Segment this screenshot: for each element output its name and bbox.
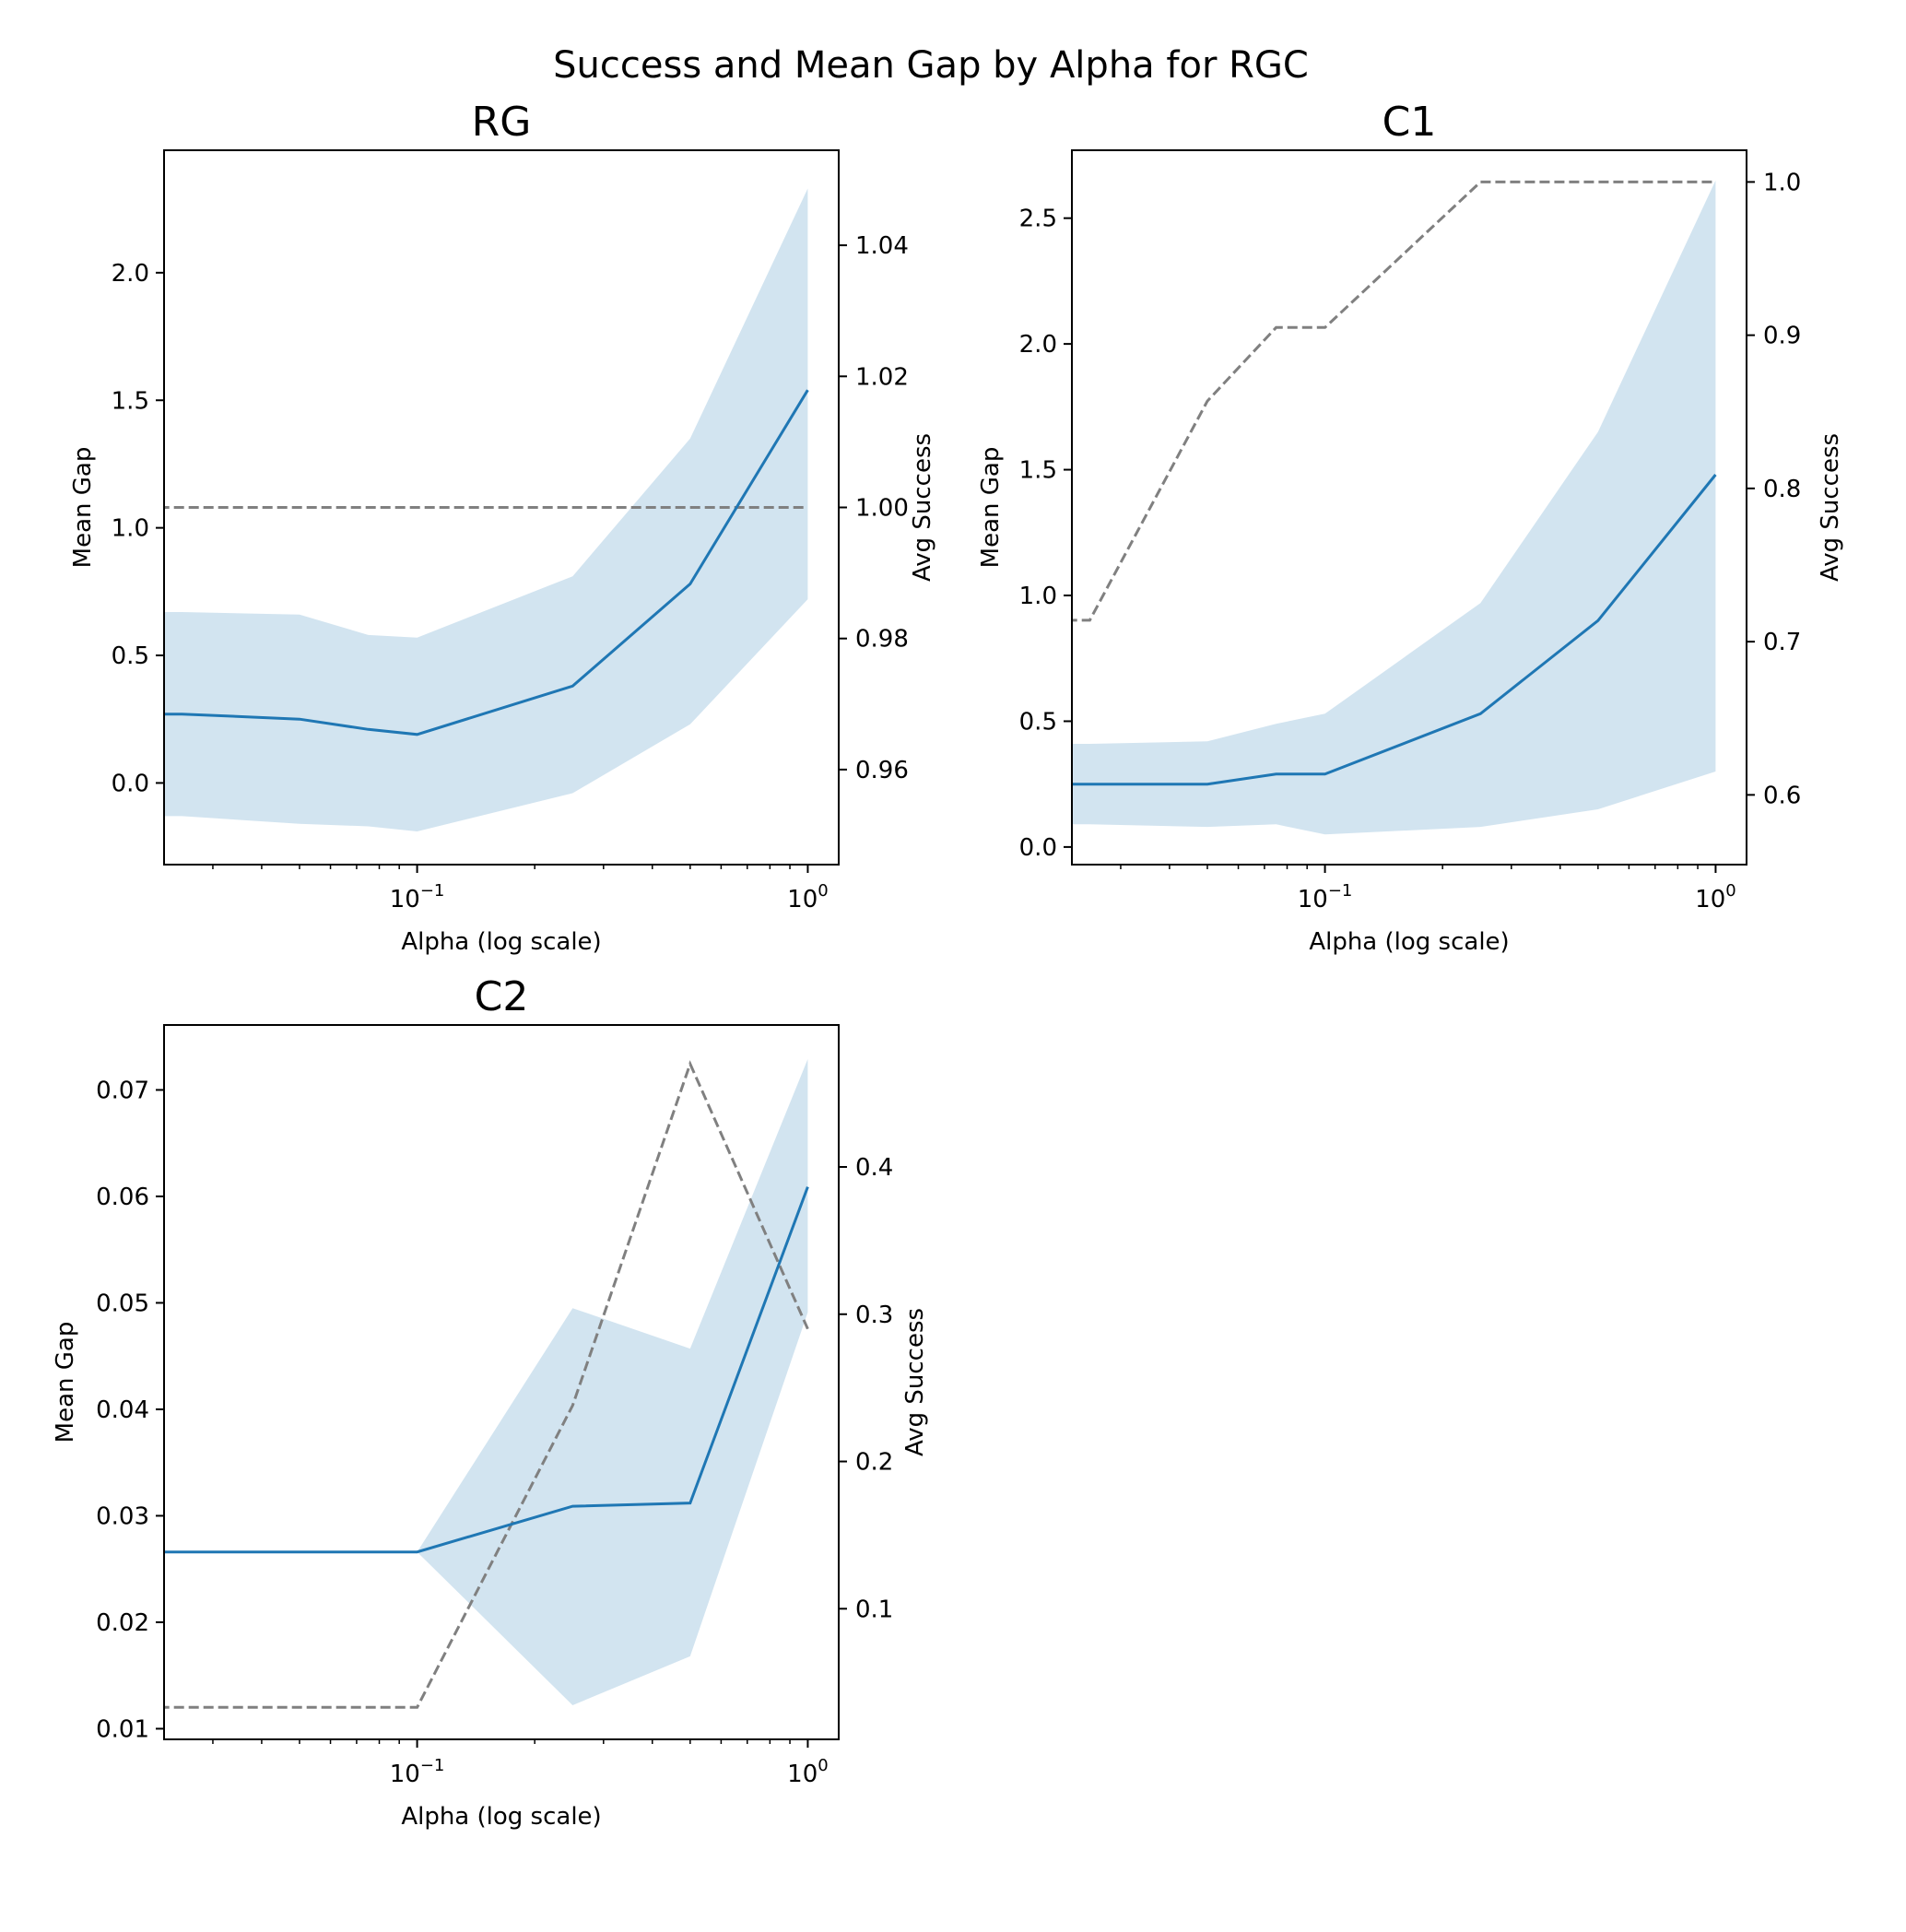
y-axis-label: Mean Gap xyxy=(52,1322,79,1443)
y-tick-label: 0.05 xyxy=(96,1290,149,1317)
x-tick-label: 100 xyxy=(787,1756,829,1788)
x-tick-label: 100 xyxy=(787,881,829,913)
axes-frame xyxy=(163,1024,840,1740)
y-right-tick-label: 0.7 xyxy=(1763,629,1801,656)
y-right-tick-label: 1.02 xyxy=(855,363,909,391)
y-tick-label: 0.0 xyxy=(1019,834,1057,862)
y-tick-label: 1.5 xyxy=(1019,457,1057,485)
y-right-axis-label: Avg Success xyxy=(909,433,936,582)
std-band xyxy=(164,1059,808,1705)
y-tick-label: 1.0 xyxy=(112,515,149,543)
x-tick-label: 10−1 xyxy=(390,881,445,913)
y-right-tick-label: 0.2 xyxy=(855,1449,893,1477)
y-tick-label: 0.5 xyxy=(112,642,149,670)
figure-title: Success and Mean Gap by Alpha for RGC xyxy=(553,44,1309,87)
y-right-axis-label: Avg Success xyxy=(901,1308,929,1456)
y-tick-label: 0.02 xyxy=(96,1609,149,1637)
x-tick-label: 100 xyxy=(1695,881,1736,913)
y-right-tick-label: 0.9 xyxy=(1763,323,1801,350)
x-axis-label: Alpha (log scale) xyxy=(1309,928,1509,956)
y-tick-label: 0.5 xyxy=(1019,708,1057,736)
x-axis-label: Alpha (log scale) xyxy=(401,928,601,956)
y-tick-label: 0.04 xyxy=(96,1396,149,1424)
x-tick-label: 10−1 xyxy=(1298,881,1353,913)
y-tick-label: 0.03 xyxy=(96,1502,149,1530)
y-tick-label: 0.07 xyxy=(96,1077,149,1104)
y-axis-label: Mean Gap xyxy=(69,447,97,569)
y-right-tick-label: 1.04 xyxy=(855,232,909,260)
mean-gap-line xyxy=(1072,474,1717,786)
y-right-tick-label: 1.00 xyxy=(855,495,909,523)
y-tick-label: 1.0 xyxy=(1019,583,1057,610)
panel-title: C1 xyxy=(1382,99,1437,146)
y-right-axis-label: Avg Success xyxy=(1817,433,1844,582)
y-tick-label: 0.01 xyxy=(96,1715,149,1743)
avg-success-line xyxy=(1072,180,1716,622)
y-tick-label: 0.06 xyxy=(96,1184,149,1211)
y-tick-label: 2.0 xyxy=(1019,331,1057,359)
std-band xyxy=(164,188,808,831)
y-right-tick-label: 0.96 xyxy=(855,757,909,784)
y-tick-label: 2.0 xyxy=(112,260,149,288)
y-axis-label: Mean Gap xyxy=(977,447,1005,569)
y-right-tick-label: 0.8 xyxy=(1763,476,1801,503)
y-tick-label: 1.5 xyxy=(112,387,149,415)
mean-gap-line xyxy=(164,389,809,736)
panel-title: C2 xyxy=(475,973,529,1020)
y-right-tick-label: 0.3 xyxy=(855,1302,893,1329)
panel-title: RG xyxy=(472,99,532,146)
panel-c1: C1 0.0 0.5 1.0 1.5 2.0 2.5 0.6 0.7 0.8 0.9 1.0 10−1 1… xyxy=(977,99,1844,956)
y-tick-label: 0.0 xyxy=(112,770,149,797)
y-right-tick-label: 0.4 xyxy=(855,1154,893,1182)
y-right-tick-label: 0.1 xyxy=(855,1596,893,1623)
plot-area xyxy=(164,188,809,831)
mean-gap-line xyxy=(164,1186,809,1554)
y-right-tick-label: 0.98 xyxy=(855,626,909,654)
y-right-tick-label: 1.0 xyxy=(1763,169,1801,196)
panel-c2: C2 0.01 0.02 0.03 0.04 0.05 0.06 0.07 0.1 0.2 0.3 0… xyxy=(52,973,929,1831)
axes-frame xyxy=(1071,149,1747,866)
subplots: RG 0.0 0.5 1.0 1.5 2.0 0.96 0.98 1.00 1.02 1.04 10−… xyxy=(52,99,1844,1831)
x-axis-label: Alpha (log scale) xyxy=(401,1803,601,1831)
std-band xyxy=(1072,180,1716,835)
plot-area xyxy=(164,1059,809,1709)
y-tick-label: 2.5 xyxy=(1019,206,1057,233)
y-right-tick-label: 0.6 xyxy=(1763,782,1801,809)
plot-area xyxy=(1072,180,1717,835)
panel-rg: RG 0.0 0.5 1.0 1.5 2.0 0.96 0.98 1.00 1.02 1.04 10−… xyxy=(69,99,936,956)
x-tick-label: 10−1 xyxy=(390,1756,445,1788)
